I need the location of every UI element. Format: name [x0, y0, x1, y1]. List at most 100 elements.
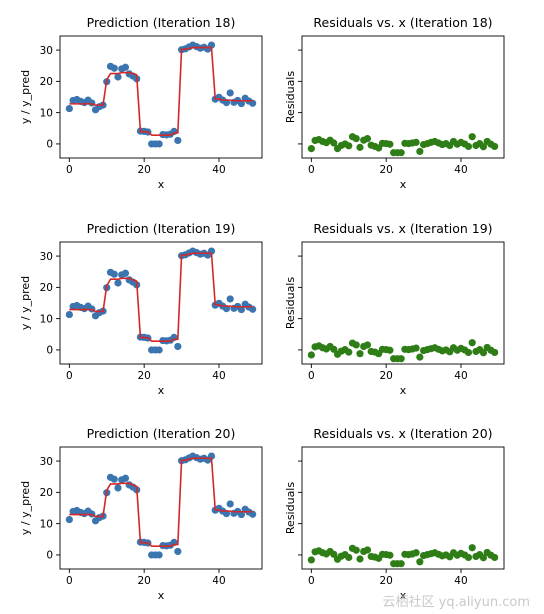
residual-point: [491, 553, 499, 562]
data-point: [174, 342, 182, 351]
data-point: [121, 269, 130, 277]
data-point: [237, 305, 246, 314]
data-point: [226, 500, 234, 508]
data-point: [110, 64, 118, 72]
plot-frame: [301, 241, 505, 365]
x-axis-label: x: [400, 589, 407, 602]
chart-panel-3: Prediction (Iteration 19) 0 20 40 0 10 20 30 x y …: [19, 221, 263, 397]
plot-frame: [301, 35, 505, 159]
x-tick-label: 0: [66, 370, 73, 382]
y-axis-label: Residuals: [284, 482, 297, 534]
x-tick-label: 40: [212, 370, 225, 382]
chart-panel-5: Prediction (Iteration 20) 0 20 40 0 10 20 30 x y …: [19, 426, 263, 602]
residual-point: [416, 558, 424, 566]
residual-point: [345, 553, 353, 562]
chart-panel-1: Prediction (Iteration 18) 0 20 40 0 10 20 30 x y …: [19, 15, 263, 191]
y-tick-label: 20: [40, 487, 53, 499]
data-point: [121, 63, 130, 71]
data-point: [174, 547, 182, 556]
residual-point: [363, 546, 372, 554]
residual-point: [352, 546, 360, 554]
residual-point: [464, 553, 473, 562]
data-point: [155, 551, 163, 559]
y-tick-label: 0: [46, 345, 53, 357]
data-point: [174, 136, 182, 145]
residual-point: [386, 346, 394, 354]
chart-title: Prediction (Iteration 20): [87, 426, 236, 441]
residual-point: [397, 149, 405, 157]
chart-panel-6: Residuals vs. x (Iteration 20) 0 20 40 x Resi…: [284, 426, 505, 602]
residual-point: [491, 348, 499, 357]
residual-point: [479, 143, 488, 151]
y-tick-label: 10: [40, 313, 53, 325]
residual-point: [330, 345, 338, 353]
data-point: [65, 310, 73, 319]
x-tick-label: 40: [454, 370, 467, 382]
prediction-line: [69, 457, 253, 547]
y-tick-label: 30: [40, 45, 53, 57]
prediction-line: [69, 46, 253, 136]
chart-title: Residuals vs. x (Iteration 20): [313, 426, 492, 441]
residual-point: [412, 138, 420, 146]
residual-point: [468, 544, 476, 552]
y-tick-label: 20: [40, 282, 53, 294]
chart-title: Residuals vs. x (Iteration 19): [313, 221, 492, 236]
plot-frame: [59, 446, 263, 570]
residual-point: [416, 147, 424, 156]
plot-frame: [59, 35, 263, 159]
data-point: [155, 346, 163, 354]
residual-point: [479, 349, 488, 357]
chart-title: Residuals vs. x (Iteration 18): [313, 15, 492, 30]
residual-point: [356, 143, 364, 151]
data-point: [114, 73, 122, 81]
y-tick-label: 0: [46, 550, 53, 562]
data-point: [226, 295, 234, 303]
x-tick-label: 20: [379, 575, 392, 587]
data-point: [110, 475, 118, 483]
x-tick-label: 20: [137, 370, 150, 382]
residual-point: [352, 135, 360, 143]
x-tick-label: 20: [379, 164, 392, 176]
x-axis-label: x: [158, 178, 165, 191]
residual-point: [386, 551, 394, 559]
data-point: [237, 510, 246, 519]
x-tick-label: 0: [308, 164, 315, 176]
y-axis-label: y / y_pred: [19, 276, 32, 330]
x-tick-label: 40: [454, 164, 467, 176]
y-tick-label: 30: [40, 456, 53, 468]
watermark-text: 云栖社区 yq.aliyun.com: [382, 595, 530, 610]
x-axis-label: x: [158, 589, 165, 602]
residual-point: [330, 550, 338, 558]
residual-point: [386, 140, 394, 148]
x-tick-label: 20: [137, 575, 150, 587]
chart-panel-2: Residuals vs. x (Iteration 18) 0 20 40 x Resi…: [284, 15, 505, 191]
residual-point: [307, 351, 315, 359]
x-axis-label: x: [400, 178, 407, 191]
x-tick-label: 0: [66, 575, 73, 587]
plot-frame: [301, 446, 505, 570]
residual-point: [345, 142, 353, 150]
residual-point: [356, 350, 364, 358]
residual-point: [352, 341, 360, 349]
y-tick-label: 10: [40, 518, 53, 530]
chart-title: Prediction (Iteration 19): [87, 221, 236, 236]
data-point: [114, 484, 122, 492]
y-tick-label: 10: [40, 107, 53, 119]
x-tick-label: 40: [454, 575, 467, 587]
x-tick-label: 0: [308, 370, 315, 382]
x-tick-label: 40: [212, 164, 225, 176]
residual-point: [412, 549, 420, 557]
residual-point: [464, 348, 473, 357]
data-point: [65, 104, 73, 113]
y-tick-label: 20: [40, 76, 53, 88]
residual-point: [468, 133, 476, 141]
residual-point: [464, 142, 473, 151]
data-point: [121, 474, 130, 482]
residual-point: [330, 139, 338, 147]
chart-panel-4: Residuals vs. x (Iteration 19) 0 20 40 x Resi…: [284, 221, 505, 397]
data-point: [110, 270, 118, 278]
residual-point: [345, 348, 353, 356]
residual-point: [356, 555, 364, 563]
data-point: [155, 140, 163, 148]
residual-point: [307, 556, 315, 564]
